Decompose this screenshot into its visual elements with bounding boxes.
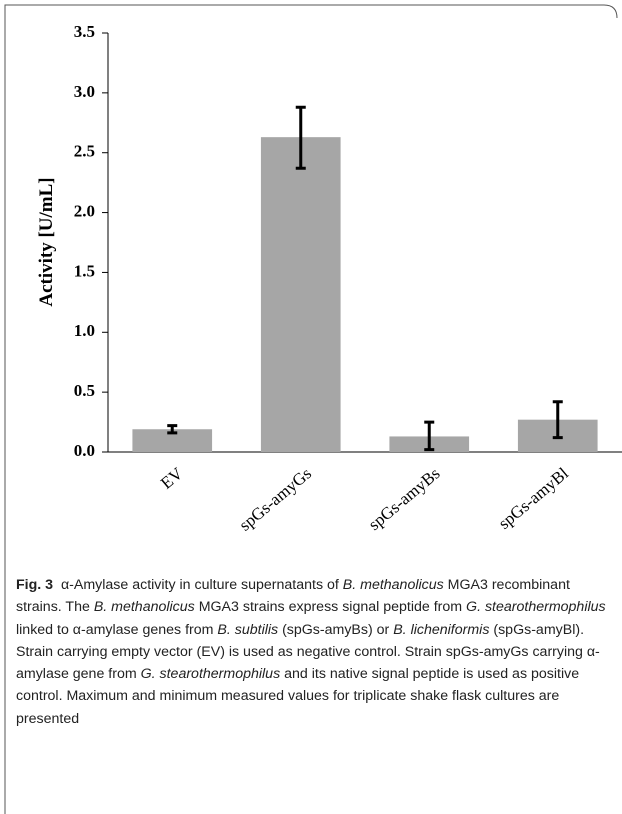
y-tick-label: 1.0 — [74, 321, 95, 340]
y-axis-label: Activity [U/mL] — [36, 177, 57, 306]
caption-text: G. stearothermophilus — [140, 666, 281, 683]
caption-text: α-Amylase activity in culture supernatan… — [60, 577, 343, 593]
caption-text: and its native signal peptide is used as… — [16, 666, 580, 727]
y-tick-label: 2.0 — [74, 201, 95, 220]
frame — [4, 4, 618, 814]
error-bar — [295, 105, 306, 170]
bar — [260, 137, 341, 452]
y-tick-label: 2.5 — [74, 142, 95, 161]
error-bar — [424, 420, 435, 452]
caption-text: B. methanolicus — [93, 599, 195, 616]
y-tick-label: 3.0 — [74, 82, 95, 101]
caption-text: G. stearothermophilus — [466, 599, 606, 616]
x-tick-label: EV — [157, 463, 187, 493]
caption-text: (spGs-amyBs) or — [278, 621, 394, 638]
caption-text: MGA3 recombinant strains. The — [16, 577, 570, 616]
caption-label: Fig. 3 — [16, 577, 54, 593]
bar — [132, 429, 213, 452]
caption-text: B. methanolicus — [342, 577, 444, 593]
x-tick-label: spGs-amyGs — [236, 464, 316, 535]
y-tick-label: 3.5 — [74, 22, 95, 41]
caption-text: B. subtilis — [217, 621, 279, 638]
caption-text: MGA3 strains express signal peptide from — [194, 599, 467, 616]
caption-text: B. licheniformis — [393, 621, 490, 638]
error-bar — [167, 424, 178, 435]
x-tick-label: spGs-amyBs — [365, 464, 444, 534]
x-tick-label: spGs-amyBl — [495, 464, 573, 533]
error-bar — [552, 400, 563, 440]
y-tick-label: 0.5 — [74, 381, 95, 400]
caption-text: (spGs-amyBl). Strain carrying empty vect… — [16, 621, 600, 683]
caption: Fig. 3 α-Amylase activity in culture sup… — [16, 574, 616, 730]
y-tick-label: 1.5 — [74, 261, 95, 280]
caption-text: linked to α-amylase genes from — [16, 621, 218, 638]
y-tick-label: 0.0 — [74, 441, 95, 460]
